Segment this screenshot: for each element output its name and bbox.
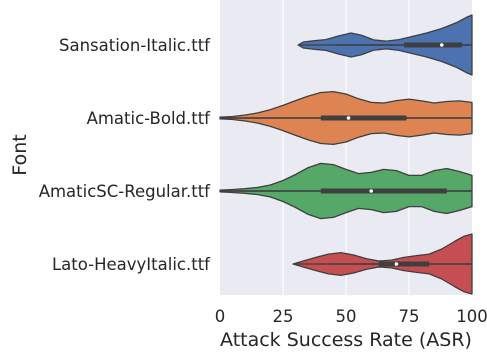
y-tick-labels: Sansation-Italic.ttf Amatic-Bold.ttf Amati…: [39, 36, 211, 274]
y-tick-label-2: AmaticSC-Regular.ttf: [39, 182, 211, 201]
x-tick-labels: 0 25 50 75 100: [215, 307, 487, 326]
x-tick-label-75: 75: [399, 307, 420, 326]
x-tick-label-25: 25: [273, 307, 294, 326]
y-tick-label-1: Amatic-Bold.ttf: [87, 109, 212, 128]
x-axis-label: Attack Success Rate (ASR): [220, 329, 472, 351]
x-tick-label-0: 0: [215, 307, 226, 326]
x-tick-label-100: 100: [456, 307, 487, 326]
iqr-box-0: [403, 42, 462, 48]
iqr-box-2: [320, 188, 447, 194]
y-tick-label-0: Sansation-Italic.ttf: [59, 36, 211, 55]
median-point-1: [346, 116, 351, 120]
iqr-box-1: [320, 115, 407, 121]
median-point-0: [439, 43, 444, 47]
iqr-box-3: [378, 261, 430, 267]
x-tick-label-50: 50: [336, 307, 357, 326]
median-point-3: [394, 262, 399, 266]
y-tick-label-3: Lato-HeavyItalic.ttf: [52, 255, 211, 274]
y-axis-label: Font: [9, 134, 31, 175]
box-plots: [220, 42, 472, 267]
median-point-2: [369, 189, 374, 193]
